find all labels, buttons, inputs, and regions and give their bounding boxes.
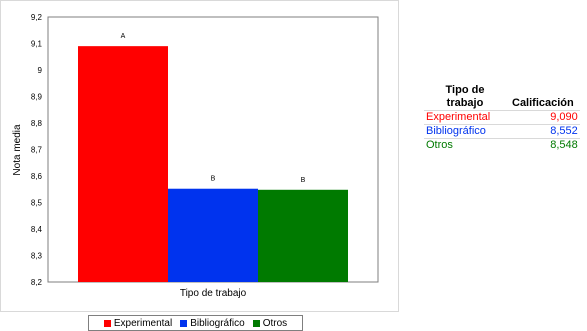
legend-swatch: [252, 319, 260, 327]
bar-data-label: B: [211, 176, 216, 183]
table-row: Otros 8,548: [424, 138, 580, 152]
y-tick-label: 8,7: [31, 146, 43, 155]
chart-legend: Experimental Bibliográfico Otros: [88, 315, 303, 331]
y-tick-label: 9,1: [31, 40, 43, 49]
row-type: Otros: [424, 138, 506, 152]
legend-swatch: [103, 319, 111, 327]
legend-item-bibliografico: Bibliográfico: [180, 317, 245, 329]
bar-otros: [258, 189, 348, 282]
bar-bibliografico: [168, 188, 258, 282]
y-tick-label: 9: [38, 66, 43, 75]
row-score: 8,548: [506, 138, 580, 152]
y-tick-label: 8,6: [31, 172, 43, 181]
y-tick-label: 8,5: [31, 199, 43, 208]
y-tick-label: 8,2: [31, 278, 43, 287]
y-tick-label: 8,9: [31, 93, 43, 102]
table-row: Bibliográfico 8,552: [424, 124, 580, 139]
bar-experimental: [78, 46, 168, 283]
row-type: Bibliográfico: [424, 124, 506, 139]
legend-item-otros: Otros: [252, 317, 288, 329]
legend-label: Otros: [262, 317, 288, 329]
legend-item-experimental: Experimental: [103, 317, 173, 329]
row-type: Experimental: [424, 110, 506, 125]
scores-table: Tipo de trabajo Calificación Experimenta…: [424, 84, 580, 152]
y-tick-label: 8,3: [31, 252, 43, 261]
table-header-row: Tipo de trabajo Calificación: [424, 84, 580, 111]
y-axis-title: Nota media: [12, 124, 23, 176]
y-tick-label: 9,2: [31, 13, 43, 22]
y-tick-label: 8,8: [31, 119, 43, 128]
bar-data-label: A: [121, 33, 126, 40]
header-type: Tipo de trabajo: [424, 84, 506, 111]
row-score: 9,090: [506, 110, 580, 125]
y-tick-label: 8,4: [31, 225, 43, 234]
header-type-line1: Tipo de: [445, 84, 485, 96]
bar-data-label: B: [301, 177, 306, 184]
row-score: 8,552: [506, 124, 580, 139]
table-row: Experimental 9,090: [424, 110, 580, 125]
header-type-line2: trabajo: [446, 97, 484, 109]
x-axis-title: Tipo de trabajo: [180, 288, 247, 299]
header-score: Calificación: [512, 97, 574, 109]
legend-label: Experimental: [113, 317, 173, 329]
legend-swatch: [180, 319, 188, 327]
legend-label: Bibliográfico: [190, 317, 245, 329]
